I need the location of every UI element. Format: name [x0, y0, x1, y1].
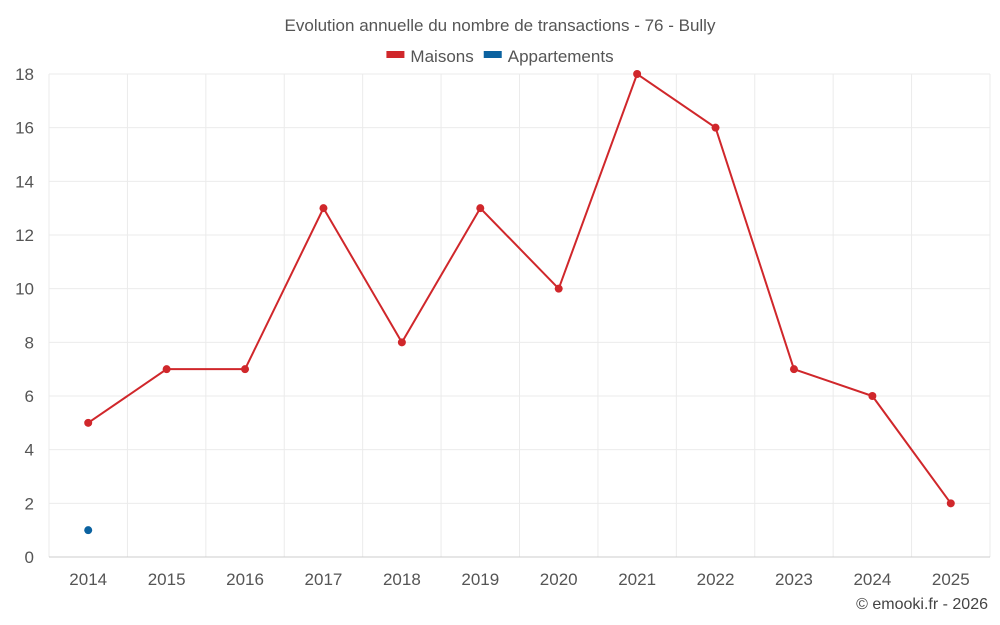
- legend-label: Maisons: [410, 47, 473, 66]
- series-layer: [84, 70, 955, 535]
- y-tick-label: 18: [15, 65, 34, 84]
- x-tick-label: 2018: [383, 570, 421, 589]
- y-tick-label: 4: [25, 441, 34, 460]
- x-tick-label: 2014: [69, 570, 107, 589]
- data-point[interactable]: [319, 204, 328, 213]
- x-tick-label: 2019: [461, 570, 499, 589]
- data-point[interactable]: [84, 418, 93, 427]
- data-point[interactable]: [789, 365, 798, 374]
- y-tick-label: 14: [15, 172, 34, 191]
- data-point[interactable]: [868, 392, 877, 400]
- x-tick-label: 2022: [697, 570, 735, 589]
- y-tick-label: 2: [25, 494, 34, 513]
- data-point[interactable]: [946, 499, 955, 508]
- y-tick-label: 0: [25, 548, 34, 567]
- x-gridlines: [48, 74, 991, 557]
- y-tick-label: 10: [15, 280, 34, 299]
- legend-label: Appartements: [508, 47, 614, 66]
- x-tick-label: 2025: [932, 570, 970, 589]
- x-tick-label: 2017: [305, 570, 343, 589]
- data-point[interactable]: [241, 365, 250, 374]
- y-tick-label: 16: [15, 119, 34, 138]
- data-point[interactable]: [84, 526, 93, 535]
- x-tick-labels: 2014 2015 2016 2017 2018 2019 2020 2021 2022 2023…: [69, 570, 969, 589]
- chart-title: Evolution annuelle du nombre de transact…: [285, 16, 716, 35]
- legend-swatch: [483, 51, 502, 58]
- y-tick-label: 6: [25, 387, 34, 406]
- y-tick-label: 8: [25, 333, 34, 352]
- x-tick-label: 2021: [618, 570, 656, 589]
- y-tick-label: 12: [15, 226, 34, 245]
- legend: Maisons Appartements: [386, 47, 614, 66]
- data-point[interactable]: [476, 204, 485, 213]
- data-point[interactable]: [162, 365, 171, 374]
- x-tick-label: 2024: [853, 570, 891, 589]
- y-tick-labels: 0 2 4 6 8 10 12 14 16 18: [15, 65, 34, 567]
- credit-text: © emooki.fr - 2026: [856, 596, 988, 613]
- data-point[interactable]: [554, 284, 563, 293]
- data-point[interactable]: [397, 338, 406, 347]
- series-maisons: [84, 70, 955, 508]
- data-point[interactable]: [711, 123, 720, 132]
- series-appartements: [84, 526, 93, 535]
- x-tick-label: 2020: [540, 570, 578, 589]
- x-tick-label: 2023: [775, 570, 813, 589]
- series-line: [87, 72, 952, 504]
- x-tick-label: 2015: [148, 570, 186, 589]
- data-point[interactable]: [633, 70, 642, 78]
- legend-swatch: [386, 51, 405, 58]
- x-tick-label: 2016: [226, 570, 264, 589]
